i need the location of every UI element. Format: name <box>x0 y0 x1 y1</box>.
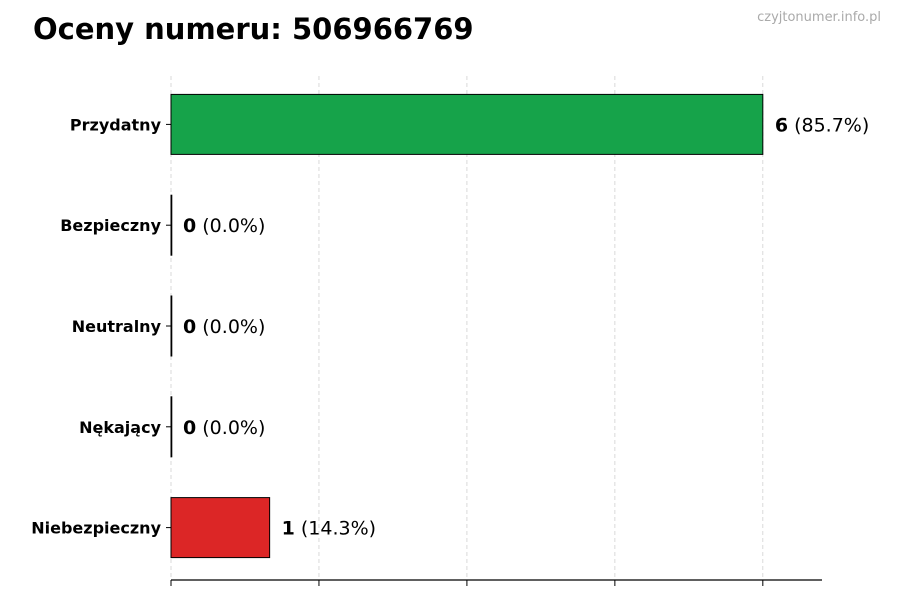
category-label: Niebezpieczny <box>31 519 161 538</box>
watermark: czyjtonumer.info.pl <box>757 10 881 25</box>
data-label: 0 (0.0%) <box>183 417 265 439</box>
bar-neutralny <box>170 295 173 357</box>
percent-label: (14.3%) <box>295 518 376 540</box>
value-label: 0 <box>183 417 196 439</box>
percent-label: (0.0%) <box>196 316 265 338</box>
percent-label: (0.0%) <box>196 417 265 439</box>
percent-label: (0.0%) <box>196 215 265 237</box>
data-label: 0 (0.0%) <box>183 316 265 338</box>
category-label: Przydatny <box>70 115 162 134</box>
percent-label: (85.7%) <box>788 114 869 136</box>
value-label: 0 <box>183 316 196 338</box>
value-label: 1 <box>282 518 295 540</box>
data-label: 6 (85.7%) <box>775 114 869 136</box>
bar-nękający <box>170 396 173 458</box>
value-label: 6 <box>775 114 788 136</box>
bar-bezpieczny <box>170 194 173 256</box>
chart-title: Oceny numeru: 506966769 <box>33 12 474 46</box>
bar-przydatny <box>170 93 764 155</box>
data-label: 0 (0.0%) <box>183 215 265 237</box>
value-label: 0 <box>183 215 196 237</box>
bar-niebezpieczny <box>170 497 271 559</box>
category-label: Neutralny <box>72 317 162 336</box>
category-label: Bezpieczny <box>60 216 161 235</box>
category-label: Nękający <box>79 418 161 437</box>
data-label: 1 (14.3%) <box>282 518 376 540</box>
